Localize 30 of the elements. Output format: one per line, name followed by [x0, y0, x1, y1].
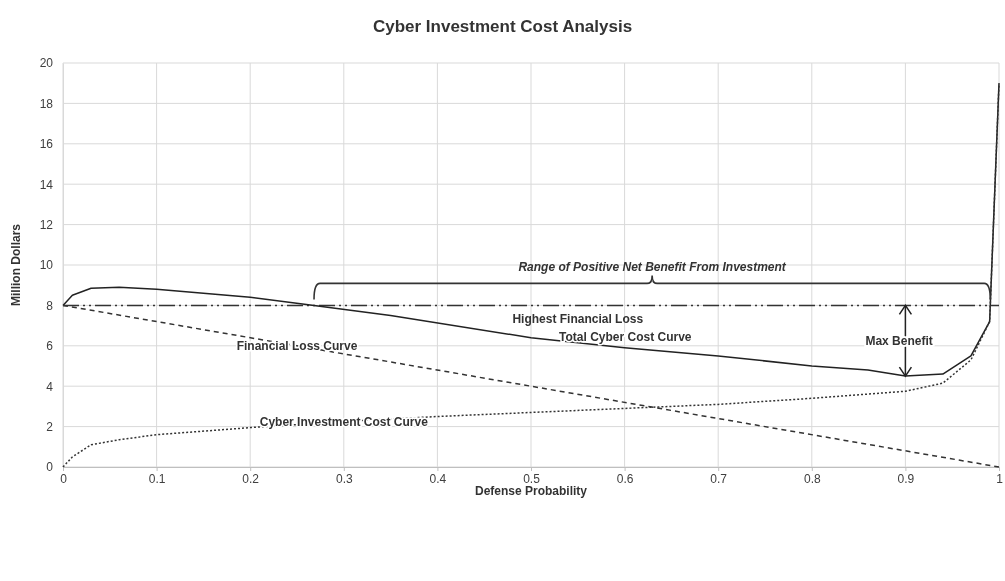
x-tick-label: 0.4 [429, 471, 447, 486]
x-tick-label: 0.1 [148, 471, 166, 486]
annotation: Range of Positive Net Benefit From Investment [518, 260, 787, 275]
x-axis-title: Defense Probability [474, 484, 588, 498]
x-tick-label: 0.2 [242, 471, 260, 486]
chart-title: Cyber Investment Cost Analysis [372, 17, 633, 36]
y-axis-title: Million Dollars [9, 223, 23, 307]
y-tick-label: 14 [39, 177, 54, 192]
series-label: Total Cyber Cost Curve [559, 330, 692, 345]
y-tick-label: 20 [39, 56, 54, 71]
y-tick-label: 0 [46, 460, 54, 475]
series-label: Financial Loss Curve [236, 338, 358, 353]
x-tick-label: 0.7 [710, 471, 728, 486]
x-tick-label: 0.8 [803, 471, 821, 486]
y-tick-label: 10 [39, 258, 54, 273]
x-tick-label: 1 [996, 471, 1004, 486]
x-tick-label: 0.3 [335, 471, 353, 486]
y-tick-label: 18 [39, 96, 54, 111]
y-tick-label: 12 [39, 217, 54, 232]
y-tick-label: 16 [39, 137, 54, 152]
x-tick-label: 0 [60, 471, 68, 486]
ref-line-label: Highest Financial Loss [512, 312, 644, 327]
x-tick-label: 0.6 [616, 471, 634, 486]
series-label: Cyber Investment Cost Curve [259, 414, 429, 429]
x-tick-label: 0.5 [523, 471, 541, 486]
y-tick-label: 8 [46, 298, 54, 313]
y-tick-label: 4 [46, 379, 54, 394]
y-tick-label: 2 [46, 419, 54, 434]
x-tick-label: 0.9 [897, 471, 915, 486]
y-tick-label: 6 [46, 339, 54, 354]
